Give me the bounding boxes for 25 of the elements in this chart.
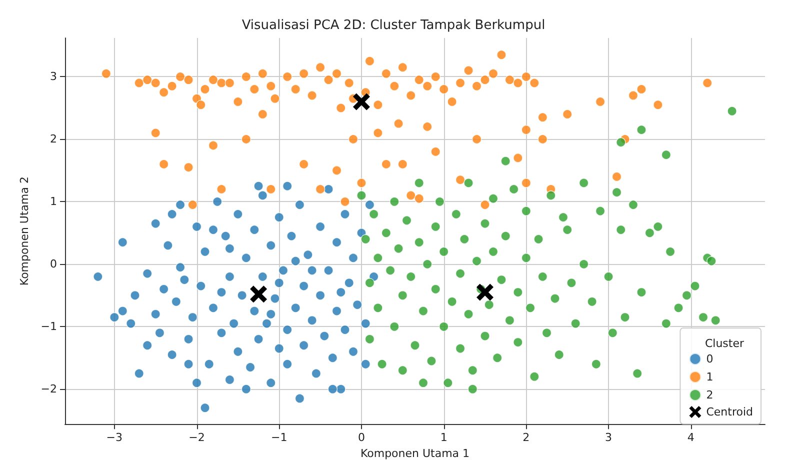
y-tick-label: 0 [50, 258, 57, 271]
y-tick-label: 2 [50, 132, 57, 146]
point [352, 93, 370, 110]
x-tick-label: 2 [522, 431, 530, 444]
x-tick-label: −3 [106, 431, 123, 444]
x-tick-label: 4 [687, 431, 694, 444]
legend-label: 0 [706, 352, 714, 366]
x-tick-label: 3 [605, 431, 612, 444]
x-tick-label: 1 [440, 431, 448, 444]
legend-label: 1 [706, 370, 714, 384]
y-tick-label: −1 [40, 320, 57, 334]
x-axis-title: Komponen Utama 1 [360, 447, 470, 460]
x-tick-label: −2 [188, 431, 205, 444]
point [476, 284, 494, 301]
x-tick-label: −1 [271, 431, 288, 444]
legend-title: Cluster [704, 337, 744, 350]
y-tick-label: 1 [50, 195, 57, 208]
y-tick-label: 3 [50, 70, 57, 84]
legend-label: Centroid [706, 406, 754, 418]
y-tick-label: −2 [40, 382, 57, 396]
point [250, 286, 268, 303]
y-axis-title: Komponen Utama 2 [18, 176, 31, 286]
x-tick-label: 0 [358, 431, 365, 444]
legend-label: 2 [706, 388, 714, 402]
chart-title: Visualisasi PCA 2D: Cluster Tampak Berkumpul [242, 18, 546, 33]
